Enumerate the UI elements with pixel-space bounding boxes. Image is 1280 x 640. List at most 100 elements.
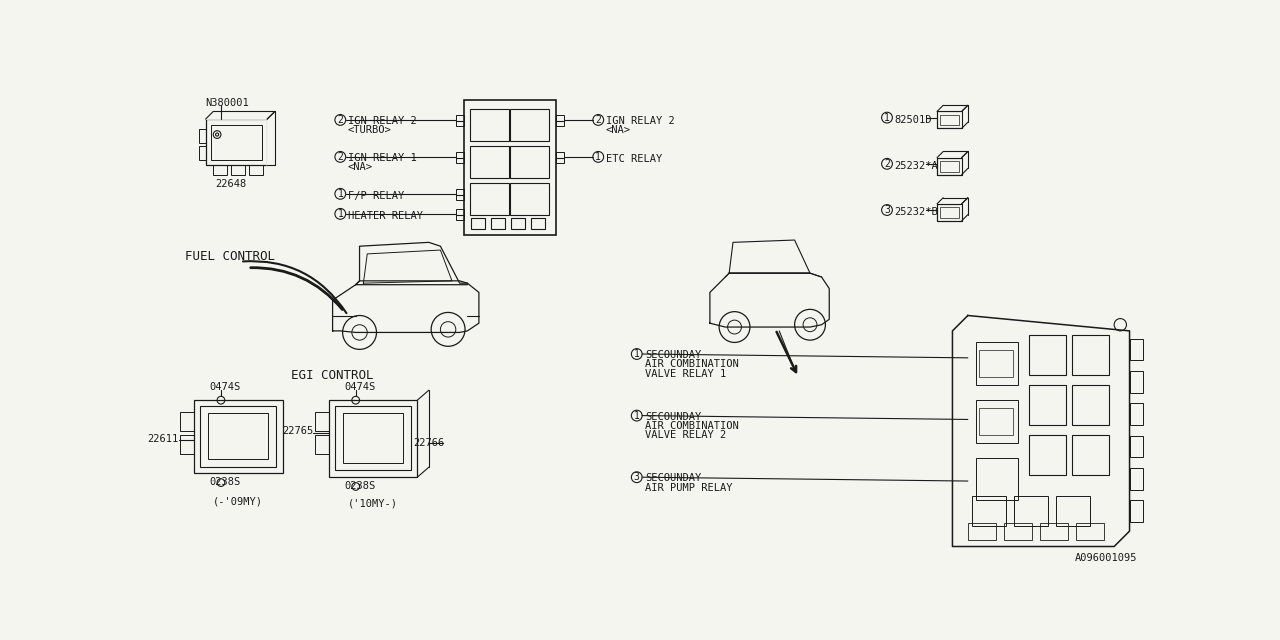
Bar <box>1076 524 1105 540</box>
Polygon shape <box>961 106 968 129</box>
Text: 2: 2 <box>338 152 343 162</box>
Text: SECOUNDAY: SECOUNDAY <box>645 412 701 422</box>
Bar <box>335 406 411 470</box>
Bar <box>315 412 329 431</box>
Bar <box>979 408 1014 435</box>
Bar <box>968 524 996 540</box>
Bar <box>1056 497 1091 525</box>
Text: 22765: 22765 <box>282 426 314 436</box>
Text: <NA>: <NA> <box>348 163 372 172</box>
Bar <box>180 412 195 431</box>
Text: <TURBO>: <TURBO> <box>348 125 392 135</box>
Bar <box>979 350 1014 377</box>
Bar <box>940 115 959 125</box>
Polygon shape <box>937 198 968 204</box>
Bar <box>940 161 959 172</box>
Text: 3: 3 <box>884 205 890 215</box>
Text: 3: 3 <box>634 472 640 482</box>
Bar <box>937 111 961 129</box>
Text: 0474S: 0474S <box>344 383 375 392</box>
Text: 1: 1 <box>634 411 640 420</box>
Text: 25232*A: 25232*A <box>895 161 938 171</box>
Text: 1: 1 <box>595 152 602 162</box>
Text: FUEL CONTROL: FUEL CONTROL <box>184 250 275 263</box>
Bar <box>471 109 509 141</box>
Bar <box>180 435 195 454</box>
Bar <box>1129 371 1143 392</box>
Bar <box>248 165 262 175</box>
Text: AIR COMBINATION: AIR COMBINATION <box>645 360 739 369</box>
Text: SECOUNDAY: SECOUNDAY <box>645 474 701 483</box>
Polygon shape <box>268 111 275 165</box>
Text: 22648: 22648 <box>215 179 247 189</box>
Polygon shape <box>952 316 1129 547</box>
Bar <box>214 165 227 175</box>
Text: 0238S: 0238S <box>344 481 375 491</box>
Bar <box>937 204 961 221</box>
Text: F/P RELAY: F/P RELAY <box>348 191 404 201</box>
Text: EGI CONTROL: EGI CONTROL <box>292 369 374 382</box>
Text: 1: 1 <box>338 209 343 219</box>
Text: SECOUNDAY: SECOUNDAY <box>645 350 701 360</box>
Text: 1: 1 <box>634 349 640 359</box>
Bar <box>206 119 268 165</box>
Bar <box>556 152 563 163</box>
Text: A096001095: A096001095 <box>1075 554 1137 563</box>
Text: VALVE RELAY 1: VALVE RELAY 1 <box>645 369 727 379</box>
Text: AIR COMBINATION: AIR COMBINATION <box>645 421 739 431</box>
Bar <box>511 146 549 179</box>
Bar <box>195 400 283 474</box>
Text: 25232*B: 25232*B <box>895 207 938 217</box>
Text: 1: 1 <box>338 189 343 199</box>
Text: AIR PUMP RELAY: AIR PUMP RELAY <box>645 483 732 493</box>
Bar <box>1129 468 1143 490</box>
Bar <box>463 100 556 235</box>
Text: <NA>: <NA> <box>605 125 631 135</box>
Bar <box>492 218 506 229</box>
Bar <box>230 165 244 175</box>
Text: ('10MY-): ('10MY-) <box>348 499 398 509</box>
Bar <box>1029 385 1066 425</box>
Text: VALVE RELAY 2: VALVE RELAY 2 <box>645 430 727 440</box>
Bar <box>1129 339 1143 360</box>
Text: IGN RELAY 1: IGN RELAY 1 <box>348 153 417 163</box>
Bar <box>937 157 961 175</box>
Text: 0238S: 0238S <box>210 477 241 487</box>
Text: (-'09MY): (-'09MY) <box>212 497 262 506</box>
Bar <box>511 109 549 141</box>
Bar <box>975 342 1018 385</box>
Text: IGN RELAY 2: IGN RELAY 2 <box>605 116 675 126</box>
Bar <box>975 400 1018 442</box>
Bar <box>456 189 463 200</box>
Bar <box>556 115 563 126</box>
Bar <box>1029 435 1066 475</box>
Bar <box>1129 436 1143 457</box>
Bar <box>1014 497 1048 525</box>
Bar <box>511 183 549 216</box>
Bar <box>972 497 1006 525</box>
Text: 2: 2 <box>595 115 602 125</box>
Bar <box>1071 385 1108 425</box>
Polygon shape <box>206 111 275 119</box>
Bar <box>1041 524 1068 540</box>
Bar <box>511 218 525 229</box>
Bar <box>940 207 959 218</box>
Bar <box>200 129 206 143</box>
FancyArrowPatch shape <box>251 268 342 310</box>
Text: 82501D: 82501D <box>895 115 932 125</box>
Polygon shape <box>961 198 968 221</box>
Bar <box>1071 335 1108 375</box>
Bar <box>471 183 509 216</box>
Text: 22766: 22766 <box>413 438 444 447</box>
Bar <box>471 218 485 229</box>
Text: 2: 2 <box>884 159 890 169</box>
Bar <box>1071 435 1108 475</box>
Bar <box>531 218 545 229</box>
Text: ETC RELAY: ETC RELAY <box>605 154 662 164</box>
Polygon shape <box>937 152 968 157</box>
Text: 22611: 22611 <box>147 434 179 444</box>
Bar <box>456 152 463 163</box>
Bar <box>975 458 1018 500</box>
Bar <box>471 146 509 179</box>
Text: IGN RELAY 2: IGN RELAY 2 <box>348 116 417 126</box>
